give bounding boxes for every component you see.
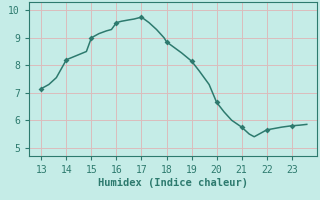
X-axis label: Humidex (Indice chaleur): Humidex (Indice chaleur) <box>98 178 248 188</box>
